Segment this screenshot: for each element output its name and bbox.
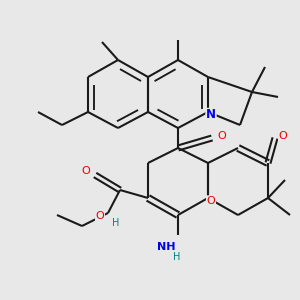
Text: O: O [96,211,104,221]
Text: O: O [218,131,226,141]
Text: H: H [173,252,181,262]
Text: NH: NH [157,242,175,252]
Text: O: O [82,166,90,176]
Text: O: O [279,131,287,141]
Text: H: H [112,218,120,228]
Text: O: O [207,196,215,206]
Text: N: N [206,109,216,122]
